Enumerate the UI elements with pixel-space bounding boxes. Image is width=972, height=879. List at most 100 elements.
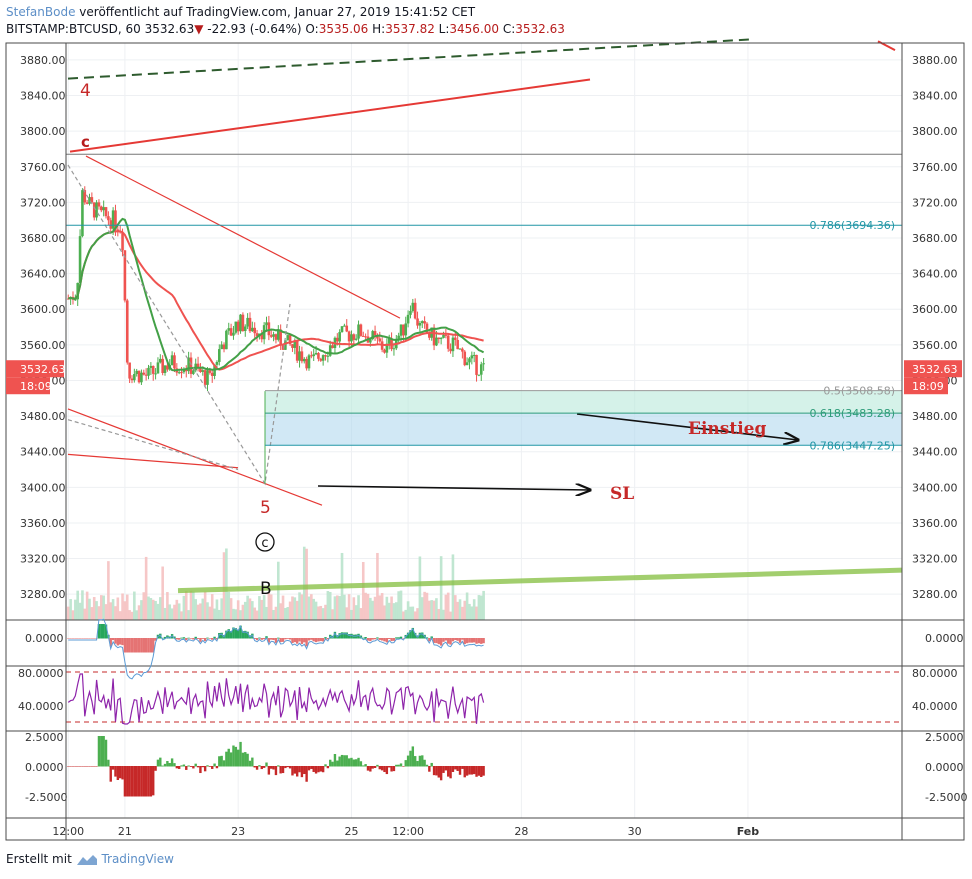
time-tick-label: 30 [628, 825, 642, 838]
candle-body [260, 333, 264, 340]
volume-bar [142, 592, 146, 620]
candle-body [397, 335, 400, 340]
volume-bar [317, 606, 320, 620]
macd-hist-bar [272, 638, 275, 641]
symbol-label[interactable]: BITSTAMP:BTCUSD, 60 [6, 22, 141, 36]
oscillator-hist-bar [300, 766, 304, 778]
macd-hist-bar [173, 636, 176, 639]
volume-bar [430, 600, 434, 620]
candle-body [159, 358, 162, 363]
macd-hist-bar [182, 637, 186, 639]
volume-bar [286, 607, 290, 620]
candle-body [248, 317, 252, 332]
macd-hist-bar [447, 638, 450, 644]
volume-bar [151, 599, 155, 620]
oscillator-hist-bar [373, 766, 377, 768]
oscillator-hist-bar [78, 766, 82, 767]
oscillator-hist-bar [295, 766, 299, 777]
candle-body [187, 357, 190, 372]
author-name[interactable]: StefanBode [6, 5, 76, 19]
volume-bar [239, 610, 242, 620]
candle-body [274, 334, 278, 340]
candle-body [208, 370, 212, 373]
oscillator-hist-bar [201, 766, 204, 768]
gray-dashed-line-1 [67, 419, 239, 471]
volume-bar [326, 591, 330, 620]
candle-body [74, 299, 77, 301]
oscillator-hist-bar [241, 752, 245, 767]
oscillator-hist-bar [428, 766, 431, 772]
macd-hist-bar [71, 638, 75, 639]
volume-bar [125, 594, 129, 620]
volume-bar [468, 603, 471, 620]
volume-bar [225, 548, 228, 620]
volume-bar [361, 561, 365, 620]
candle-body [321, 355, 325, 361]
candle-body [83, 190, 87, 203]
footer: Erstellt mit TradingView [6, 852, 174, 867]
oscillator-hist-bar [76, 766, 79, 767]
volume-bar [383, 605, 386, 620]
candle-body [85, 202, 89, 204]
volume-bar [272, 609, 275, 620]
price-tick-label-left: 3640.00 [20, 268, 66, 281]
high-value: 3537.82 [385, 22, 435, 36]
candle-body [222, 344, 226, 350]
volume-bar [189, 590, 193, 620]
volume-bar [262, 595, 266, 620]
macd-hist-bar [246, 631, 249, 639]
volume-bar [336, 595, 339, 620]
price-tick-label-right: 3720.00 [912, 196, 958, 209]
macd-hist-bar [385, 638, 389, 643]
volume-bar [71, 610, 75, 620]
current-price-tag-left [6, 360, 64, 378]
oscillator-hist-bar [123, 766, 127, 797]
moving-average-green [67, 217, 485, 372]
candle-body [147, 367, 150, 376]
volume-bar [144, 556, 148, 620]
candle-body [236, 321, 240, 332]
candle-body [387, 338, 391, 344]
candle-body [173, 355, 176, 369]
oscillator-hist-bar [177, 766, 181, 769]
macd-hist-bar [319, 638, 322, 642]
macd-hist-bar [293, 638, 297, 643]
volume-bar [479, 595, 483, 620]
volume-bar [435, 598, 438, 620]
oscillator-hist-bar [338, 756, 341, 767]
macd-hist-bar [347, 634, 351, 639]
candle-body [225, 330, 228, 350]
candle-body [272, 334, 275, 337]
volume-bar [69, 599, 72, 620]
volume-bar [255, 610, 259, 620]
oscillator-hist-bar [354, 759, 358, 767]
oscillator-hist-bar [97, 736, 101, 767]
oscillator-hist-bar [310, 766, 313, 769]
pane3-tick-right: 0.0000 [925, 761, 964, 774]
oscillator-hist-bar [470, 766, 474, 775]
candle-body [343, 325, 346, 327]
candle-body [319, 358, 323, 361]
time-tick-label: 12:00 [392, 825, 424, 838]
volume-bar [194, 599, 198, 620]
macd-hist-bar [154, 638, 157, 641]
oscillator-hist-bar [317, 766, 320, 773]
oscillator-hist-bar [324, 764, 327, 767]
oscillator-hist-bar [267, 766, 271, 775]
volume-bar [149, 598, 153, 620]
macd-line [68, 618, 484, 680]
macd-hist-bar [307, 638, 311, 641]
candle-body [130, 378, 134, 381]
oscillator-hist-bar [102, 736, 105, 767]
oscillator-hist-bar [447, 766, 450, 777]
oscillator-hist-bar [88, 766, 91, 767]
oscillator-hist-bar [357, 757, 360, 767]
candle-body [437, 337, 441, 340]
candle-body [404, 323, 408, 336]
pane2-tick-left: 40.0000 [18, 700, 64, 713]
candle-body [149, 365, 153, 368]
tradingview-brand[interactable]: TradingView [101, 852, 174, 866]
volume-bar [352, 597, 356, 620]
volume-bar [78, 602, 82, 620]
